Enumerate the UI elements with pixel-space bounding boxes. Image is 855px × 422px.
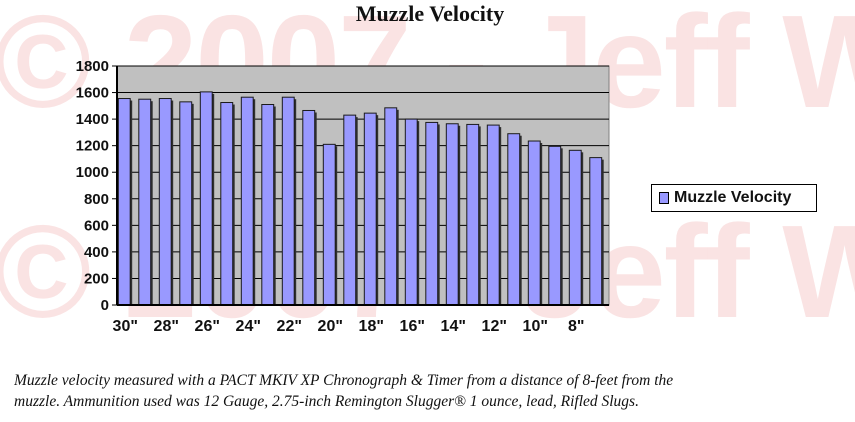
x-tick-label: 18" <box>359 318 384 335</box>
y-tick-label: 1000 <box>76 164 109 181</box>
bar <box>240 96 254 306</box>
y-tick-label: 800 <box>84 191 109 208</box>
chart-caption: Muzzle velocity measured with a PACT MKI… <box>14 370 855 412</box>
x-tick-label: 16" <box>400 318 425 335</box>
x-tick-label: 22" <box>277 318 302 335</box>
bar <box>384 107 398 306</box>
x-tick-label: 8" <box>568 318 584 335</box>
bar <box>302 109 316 306</box>
bar <box>138 98 152 306</box>
bar <box>281 96 295 306</box>
y-tick-label: 600 <box>84 217 109 234</box>
bar <box>117 98 131 306</box>
bar <box>158 98 172 306</box>
y-tick-label: 1200 <box>76 138 109 155</box>
y-tick-label: 400 <box>84 244 109 261</box>
bar <box>179 101 193 306</box>
bar <box>466 123 480 306</box>
bar <box>425 121 439 306</box>
y-tick-label: 1800 <box>76 58 109 75</box>
bar <box>486 124 500 306</box>
x-tick-label: 14" <box>441 318 466 335</box>
bar <box>261 104 275 306</box>
bar <box>445 123 459 306</box>
x-tick-label: 12" <box>482 318 507 335</box>
bar <box>527 140 541 306</box>
x-tick-label: 10" <box>523 318 548 335</box>
chart-title: Muzzle Velocity <box>355 1 505 26</box>
y-tick-label: 1400 <box>76 111 109 128</box>
bar <box>589 157 603 306</box>
bar <box>404 118 418 306</box>
caption-line-1: Muzzle velocity measured with a PACT MKI… <box>14 372 674 389</box>
legend-label: Muzzle Velocity <box>674 189 792 206</box>
bar <box>343 114 357 306</box>
bar <box>322 143 336 306</box>
caption-line-2: muzzle. Ammunition used was 12 Gauge, 2.… <box>14 393 639 410</box>
bar <box>199 91 213 306</box>
bar-chart: 0 200 400 600 800 1000 1200 1400 1600 1800 30" 28" 2… <box>76 58 610 335</box>
legend-swatch <box>659 192 669 204</box>
bar <box>363 112 377 306</box>
bar <box>220 102 234 306</box>
x-tick-label: 28" <box>154 318 179 335</box>
bar <box>507 133 521 306</box>
bar <box>548 145 562 306</box>
y-tick-label: 1600 <box>76 85 109 102</box>
y-tick-label: 200 <box>84 270 109 287</box>
chart-legend: Muzzle Velocity <box>651 184 817 212</box>
x-tick-label: 30" <box>113 318 138 335</box>
x-tick-label: 24" <box>236 318 261 335</box>
x-tick-label: 20" <box>318 318 343 335</box>
plot-area <box>116 65 610 306</box>
y-tick-label: 0 <box>101 297 109 314</box>
bar <box>568 149 582 306</box>
x-tick-label: 26" <box>195 318 220 335</box>
